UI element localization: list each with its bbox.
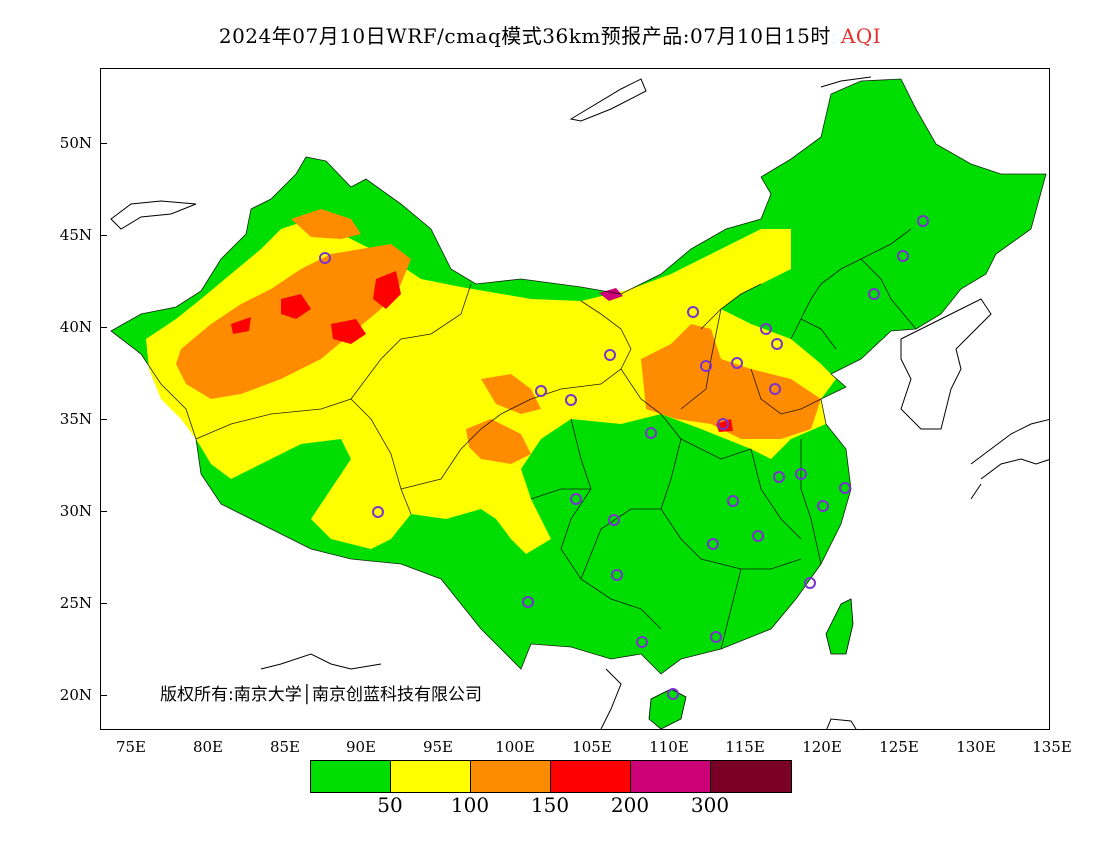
unhealthy-red-spot-3 xyxy=(373,271,401,309)
legend-label: 200 xyxy=(610,793,650,817)
legend-swatch-sensitive xyxy=(471,761,551,792)
station-marker xyxy=(667,688,679,700)
legend-label: 50 xyxy=(377,793,403,817)
station-marker xyxy=(817,500,829,512)
title-main: 2024年07月10日WRF/cmaq模式36km预报产品:07月10日15时 xyxy=(218,24,831,48)
station-marker xyxy=(522,596,534,608)
legend-swatch-unhealthy xyxy=(551,761,631,792)
legend-label: 150 xyxy=(530,793,570,817)
lon-label: 125E xyxy=(879,738,919,756)
lon-label: 80E xyxy=(192,738,224,756)
legend-label: 100 xyxy=(450,793,490,817)
lon-label: 135E xyxy=(1032,738,1072,756)
aqi-legend-bar xyxy=(310,760,792,793)
lon-label: 100E xyxy=(495,738,535,756)
legend-swatch-hazardous xyxy=(711,761,791,792)
lat-label: 40N xyxy=(59,318,92,336)
station-marker xyxy=(535,385,547,397)
lon-label: 115E xyxy=(725,738,765,756)
lat-label: 25N xyxy=(59,594,92,612)
station-marker xyxy=(773,471,785,483)
station-marker xyxy=(727,495,739,507)
station-marker xyxy=(687,306,699,318)
taiwan-island xyxy=(825,598,854,655)
sensitive-orange-region-west xyxy=(176,244,411,399)
lat-tick xyxy=(100,327,107,328)
station-marker xyxy=(707,538,719,550)
legend-swatch-very-unhealthy xyxy=(631,761,711,792)
lon-label: 120E xyxy=(802,738,842,756)
lat-label: 45N xyxy=(59,226,92,244)
station-marker xyxy=(897,250,909,262)
legend-label: 300 xyxy=(690,793,730,817)
station-marker xyxy=(319,252,331,264)
station-marker xyxy=(636,636,648,648)
station-marker xyxy=(717,418,729,430)
aqi-map-frame[interactable] xyxy=(100,68,1050,730)
copyright-text: 版权所有:南京大学│南京创蓝科技有限公司 xyxy=(160,685,482,705)
lon-label: 130E xyxy=(956,738,996,756)
lon-label: 95E xyxy=(422,738,454,756)
station-marker xyxy=(611,569,623,581)
lat-tick xyxy=(100,143,107,144)
lon-label: 110E xyxy=(649,738,689,756)
lat-tick xyxy=(100,603,107,604)
station-marker xyxy=(604,349,616,361)
station-marker xyxy=(731,357,743,369)
station-marker xyxy=(917,215,929,227)
station-marker xyxy=(771,338,783,350)
station-markers xyxy=(319,215,929,700)
station-marker xyxy=(570,493,582,505)
sensitive-orange-region-central xyxy=(481,374,541,414)
station-marker xyxy=(795,468,807,480)
station-marker xyxy=(710,631,722,643)
lon-label: 90E xyxy=(345,738,377,756)
legend-swatch-moderate xyxy=(391,761,471,792)
lat-tick xyxy=(100,235,107,236)
station-marker xyxy=(700,360,712,372)
station-marker xyxy=(868,288,880,300)
map-title: 2024年07月10日WRF/cmaq模式36km预报产品:07月10日15时 A… xyxy=(0,20,1100,49)
legend-swatch-good xyxy=(311,761,391,792)
station-marker xyxy=(608,514,620,526)
station-marker xyxy=(565,394,577,406)
province-borders xyxy=(110,78,1047,675)
sensitive-orange-region-north xyxy=(291,209,361,239)
station-marker xyxy=(804,577,816,589)
lat-tick xyxy=(100,695,107,696)
lon-label: 75E xyxy=(115,738,147,756)
neighbor-coastlines xyxy=(110,76,1049,729)
sensitive-orange-region-south xyxy=(466,419,531,464)
lat-tick xyxy=(100,511,107,512)
lat-label: 35N xyxy=(59,410,92,428)
lat-tick xyxy=(100,419,107,420)
lon-label: 85E xyxy=(269,738,301,756)
title-product: AQI xyxy=(840,24,882,48)
aqi-map xyxy=(110,76,1049,729)
station-marker xyxy=(760,323,772,335)
station-marker xyxy=(839,482,851,494)
unhealthy-red-spot-1 xyxy=(281,294,311,319)
lat-label: 50N xyxy=(59,134,92,152)
lon-label: 105E xyxy=(572,738,612,756)
unhealthy-red-spot-4 xyxy=(231,317,251,334)
station-marker xyxy=(372,506,384,518)
station-marker xyxy=(752,530,764,542)
station-marker xyxy=(769,383,781,395)
station-marker xyxy=(645,427,657,439)
lat-label: 30N xyxy=(59,502,92,520)
lat-label: 20N xyxy=(59,686,92,704)
unhealthy-red-spot-2 xyxy=(331,319,366,344)
